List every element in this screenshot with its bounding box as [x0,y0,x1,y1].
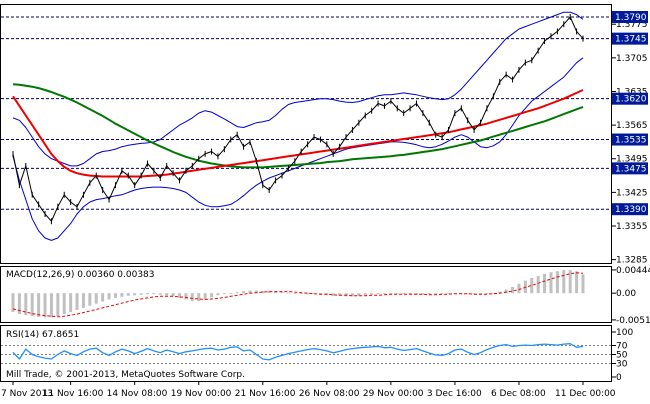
price-level-label: 1.3475 [615,164,647,174]
macd-histogram-bar [184,293,187,299]
macd-tick-label: 0.00444 [616,266,650,276]
macd-histogram-bar [370,293,373,295]
macd-histogram-bar [364,293,367,295]
price-tick-label: 1.3285 [616,256,648,266]
macd-label: MACD(12,26,9) 0.00360 0.00383 [6,270,155,280]
rsi-tick-label: 100 [616,328,633,338]
macd-histogram-bar [159,293,162,295]
time-tick-label: 19 Nov 00:00 [171,389,232,399]
price-tick-label: 1.3565 [616,121,648,131]
time-tick-label: 14 Nov 08:00 [107,389,168,399]
macd-histogram-bar [146,293,149,294]
macd-histogram-bar [434,293,437,294]
price-level-label: 1.3620 [615,95,647,105]
macd-histogram-bar [114,293,117,298]
time-tick-label: 6 Dec 08:00 [491,389,546,399]
macd-histogram-bar [101,293,104,301]
macd-histogram-bar [56,293,59,316]
macd-histogram-bar [537,276,540,293]
macd-histogram-bar [223,293,226,294]
macd-histogram-bar [31,293,34,316]
macd-histogram-bar [543,274,546,293]
macd-histogram-bar [575,271,578,293]
macd-histogram-bar [197,293,200,301]
macd-histogram-bar [293,293,296,294]
time-tick-label: 29 Nov 00:00 [363,389,424,399]
macd-histogram-bar [88,293,91,306]
rsi-tick-label: 0 [616,373,622,383]
macd-histogram-bar [82,293,85,308]
macd-histogram-bar [287,293,290,294]
macd-histogram-bar [204,293,207,299]
macd-histogram-bar [165,293,168,295]
macd-histogram-bar [216,293,219,295]
macd-histogram-bar [280,292,283,293]
macd-histogram-bar [37,293,40,317]
macd-histogram-bar [511,287,514,293]
macd-histogram-bar [383,293,386,294]
macd-histogram-bar [133,293,136,295]
macd-histogram-bar [120,293,123,297]
macd-histogram-bar [108,293,111,299]
macd-tick-label: 0.00 [616,289,636,299]
time-tick-label: 21 Nov 16:00 [235,389,296,399]
price-level-label: 1.3790 [615,13,647,23]
macd-histogram-bar [63,293,66,314]
macd-histogram-bar [549,272,552,293]
macd-histogram-bar [191,293,194,301]
macd-histogram-bar [127,293,130,296]
macd-histogram-bar [236,292,239,293]
macd-histogram-bar [582,274,585,293]
macd-histogram-bar [229,293,232,294]
macd-histogram-bar [140,293,143,295]
macd-histogram-bar [562,270,565,293]
macd-histogram-bar [95,293,98,303]
price-level-label: 1.3390 [615,205,647,215]
macd-histogram-bar [377,293,380,294]
price-level-label: 1.3535 [615,136,647,146]
price-axis: 1.37751.37051.36351.35651.34951.34251.33… [612,11,648,266]
rsi-label: RSI(14) 67.8651 [6,330,79,340]
macd-histogram-bar [517,284,520,293]
time-tick-label: 26 Nov 08:00 [299,389,360,399]
macd-histogram-bar [210,293,213,297]
macd-histogram-bar [300,293,303,294]
macd-histogram-bar [44,293,47,317]
time-tick-label: 3 Dec 16:00 [427,389,482,399]
macd-histogram-bar [242,291,245,293]
time-tick-label: 11 Nov 16:00 [43,389,104,399]
macd-histogram-bar [69,293,72,312]
macd-tick-label: -0.0051 [616,316,650,326]
macd-histogram-bar [556,271,559,293]
price-tick-label: 1.3425 [616,188,648,198]
time-tick-label: 11 Dec 00:00 [555,389,616,399]
price-level-label: 1.3745 [615,35,647,45]
copyright-text: Mill Trade, © 2001-2013, MetaQuotes Soft… [6,370,245,380]
rsi-tick-label: 30 [616,360,628,370]
macd-histogram-bar [50,293,53,317]
price-panel-frame [1,5,612,264]
macd-histogram-bar [152,293,155,294]
price-tick-label: 1.3705 [616,54,648,64]
price-tick-label: 1.3355 [616,222,648,232]
macd-histogram-bar [76,293,79,310]
